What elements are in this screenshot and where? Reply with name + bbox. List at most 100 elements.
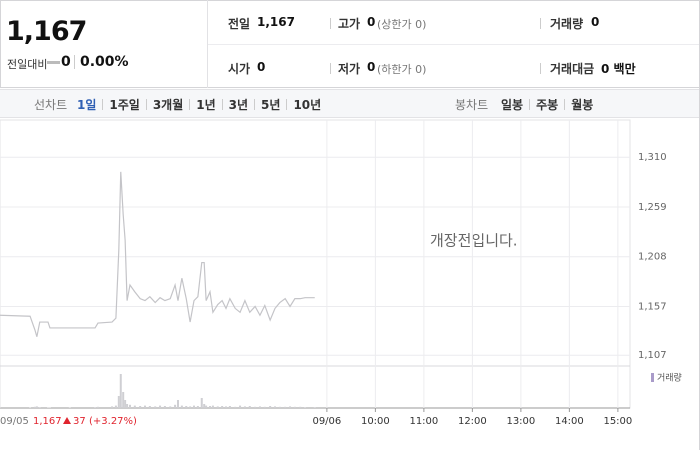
- volume-bar: [192, 405, 195, 408]
- volume-bar: [0, 407, 1, 408]
- divider: [102, 99, 104, 110]
- x-tick-label: 13:00: [506, 416, 535, 427]
- volume-bar: [203, 404, 206, 408]
- volume-bar: [185, 406, 188, 408]
- volume-bar: [284, 406, 287, 408]
- y-tick-label: 1,208: [638, 252, 667, 263]
- divider: [145, 99, 147, 110]
- x-tick-label: 14:00: [555, 416, 584, 427]
- info-label: 거래량: [550, 17, 584, 31]
- volume-bar: [124, 400, 127, 408]
- legend-label: 거래량: [657, 372, 682, 384]
- volume-bar: [96, 406, 99, 408]
- tab[interactable]: 주봉: [536, 98, 559, 112]
- info-value: 0: [367, 15, 376, 29]
- volume-bar: [216, 406, 219, 408]
- tab[interactable]: 일봉: [501, 98, 524, 112]
- volume-bar: [234, 406, 237, 408]
- tab[interactable]: 3개월: [152, 98, 184, 112]
- divider: [254, 99, 256, 110]
- info-label: 저가: [338, 62, 361, 76]
- tab[interactable]: 월봉: [571, 98, 594, 112]
- volume-bar: [205, 405, 208, 408]
- volume-bar: [239, 405, 242, 408]
- divider: [208, 44, 699, 45]
- volume-bar: [35, 406, 38, 408]
- volume-bar: [209, 406, 211, 408]
- volume-bar: [169, 406, 172, 408]
- tab[interactable]: 3년: [228, 98, 249, 112]
- y-tick-label: 1,157: [638, 301, 667, 312]
- volume-bar: [221, 406, 224, 408]
- volume-bar: [211, 405, 214, 408]
- divider: [540, 63, 541, 74]
- volume-bar: [176, 400, 179, 408]
- volume-bar: [148, 406, 151, 408]
- status-date: 09/05: [0, 416, 29, 427]
- volume-bar: [278, 406, 281, 408]
- tab[interactable]: 1주일: [109, 98, 140, 112]
- volume-bar: [133, 405, 136, 408]
- legend-swatch: [651, 373, 654, 382]
- volume-bar: [174, 404, 177, 408]
- volume-bar: [304, 407, 307, 408]
- volume-bar: [119, 374, 122, 408]
- chart-message: 개장전입니다.: [430, 232, 518, 250]
- change-rate: 0.00%: [80, 54, 129, 70]
- volume-bar: [269, 406, 272, 408]
- tab[interactable]: 5년: [261, 98, 281, 112]
- divider: [221, 99, 223, 110]
- volume-bar: [159, 405, 162, 408]
- info-label: 고가: [338, 17, 361, 31]
- info-value: 0: [257, 60, 266, 74]
- x-tick-label: 11:00: [409, 416, 438, 427]
- volume-bar: [163, 406, 166, 408]
- tab-group-label: 선차트: [34, 98, 68, 112]
- price-line: [0, 171, 315, 337]
- y-tick-label: 1,259: [638, 202, 667, 213]
- info-value: 1,167: [257, 15, 295, 29]
- volume-bar: [254, 406, 257, 408]
- tab-bar: 선차트 봉차트 1일 1주일 3개월 1년 3년 5년 10년 일봉 주봉 월봉: [0, 89, 700, 118]
- info-label: 전일: [228, 17, 251, 31]
- volume-bar: [313, 407, 316, 408]
- tab[interactable]: 10년: [293, 98, 322, 112]
- summary-box: [0, 0, 699, 88]
- x-tick-label: 10:00: [361, 416, 390, 427]
- volume-bar: [128, 404, 131, 408]
- info-value: 0 백만: [601, 62, 636, 76]
- change-label: 전일대비: [7, 58, 48, 71]
- divider: [529, 99, 531, 110]
- info-label: 거래대금: [550, 62, 595, 76]
- status-price: 1,167: [33, 416, 62, 427]
- volume-bar: [289, 406, 292, 408]
- volume-bar: [144, 405, 147, 408]
- tab[interactable]: 1일: [77, 98, 97, 112]
- volume-bar: [228, 406, 231, 408]
- info-note: (하한가 0): [377, 63, 427, 76]
- plot-frame: [0, 119, 631, 409]
- divider: [540, 18, 541, 29]
- divider: [286, 99, 288, 110]
- volume-bar: [273, 406, 276, 408]
- volume-bar: [122, 392, 125, 408]
- divider: [330, 63, 331, 74]
- volume-bar: [263, 406, 266, 408]
- divider: [330, 18, 331, 29]
- y-tick-label: 1,310: [638, 152, 667, 163]
- volume-bar: [33, 406, 36, 408]
- volume-bar: [94, 407, 97, 408]
- up-icon: [63, 417, 71, 424]
- tab-group-label: 봉차트: [455, 98, 489, 112]
- x-tick-label: 12:00: [458, 416, 487, 427]
- volume-bar: [180, 405, 183, 408]
- info-value: 0: [367, 60, 376, 74]
- volume-bar: [126, 404, 129, 408]
- volume-bar: [111, 406, 114, 408]
- tab[interactable]: 1년: [196, 98, 216, 112]
- volume-bar: [117, 396, 120, 408]
- info-label: 시가: [228, 62, 251, 76]
- volume-bar: [189, 406, 192, 408]
